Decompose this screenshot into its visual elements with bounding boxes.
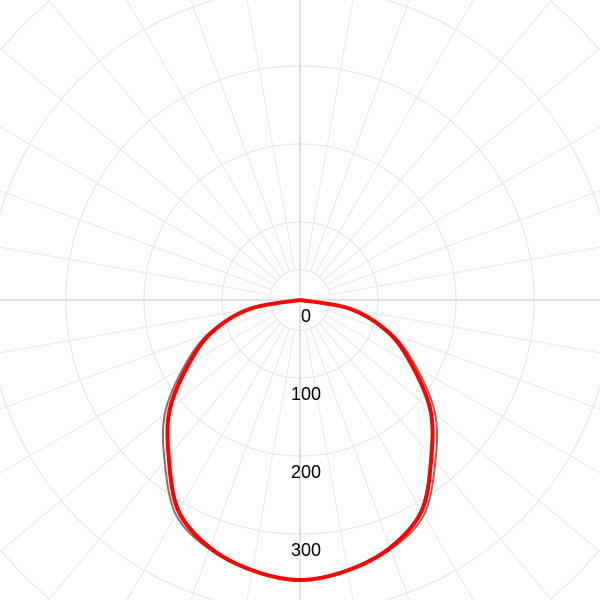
- grid-spoke: [322, 318, 600, 553]
- grid-spoke: [329, 304, 600, 354]
- grid-spoke: [246, 329, 296, 600]
- series-group: [161, 298, 439, 583]
- grid-spoke: [325, 314, 600, 474]
- grid-spoke: [329, 246, 600, 296]
- grid-spoke: [314, 0, 474, 275]
- radial-tick-label: 0: [301, 306, 311, 326]
- grid-spoke: [304, 0, 354, 271]
- grid-spoke: [304, 329, 354, 600]
- grid-spoke: [0, 304, 271, 354]
- grid-spoke: [0, 314, 275, 474]
- grid-spoke: [126, 0, 286, 275]
- grid-spoke: [309, 0, 410, 272]
- grid-spoke: [322, 47, 600, 282]
- grid-spoke: [328, 309, 600, 410]
- grid-spoke: [0, 318, 278, 553]
- grid-spoke: [309, 328, 410, 600]
- radial-tick-label: 300: [291, 540, 321, 560]
- grid-spoke: [246, 0, 296, 271]
- grid-spoke: [190, 328, 291, 600]
- grid-spoke: [0, 47, 278, 282]
- radial-tick-label: 200: [291, 462, 321, 482]
- radial-tick-label: 100: [291, 384, 321, 404]
- grid-spoke: [314, 325, 474, 600]
- grid-spoke: [0, 309, 272, 410]
- grid-spoke: [0, 246, 271, 296]
- grid-spoke: [328, 190, 600, 291]
- grid-spoke: [190, 0, 291, 272]
- series-line-1: [165, 298, 435, 583]
- grid-spoke: [0, 190, 272, 291]
- grid-spoke: [0, 126, 275, 286]
- radial-tick-labels: 0 100 200 300: [291, 306, 321, 560]
- grid-spoke: [325, 126, 600, 286]
- grid-spoke: [318, 0, 553, 278]
- grid-spoke: [126, 325, 286, 600]
- grid-spoke: [47, 0, 282, 278]
